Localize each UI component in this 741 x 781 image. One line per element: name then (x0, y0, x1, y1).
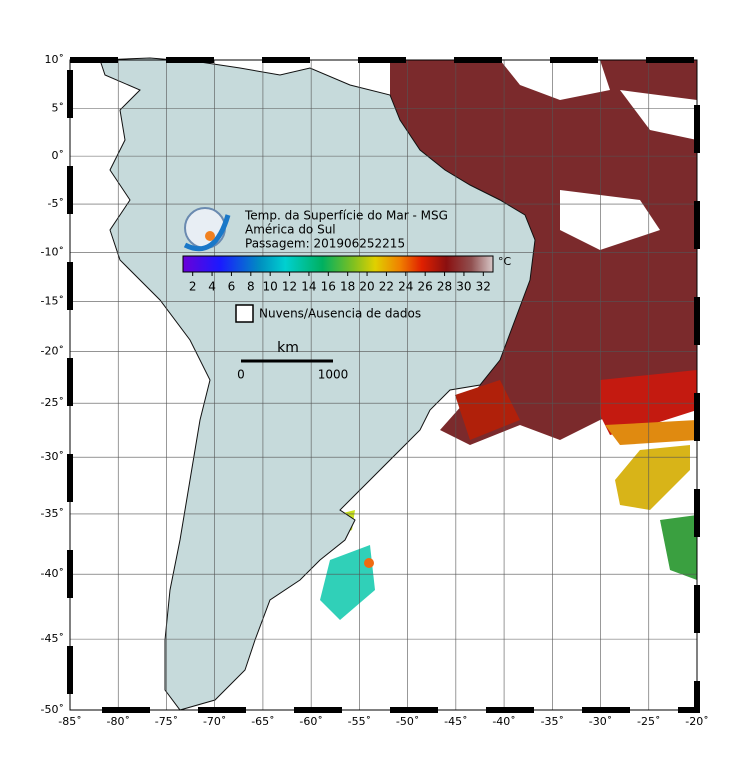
latitude-label: -35˚ (41, 507, 64, 520)
longitude-label: -60˚ (299, 715, 322, 728)
latitude-label: 10˚ (45, 53, 65, 66)
scale-unit: km (277, 340, 299, 356)
latitude-label: -25˚ (41, 396, 64, 409)
colorbar-label: 18 (340, 280, 355, 294)
latitude-label: -50˚ (41, 703, 64, 716)
longitude-label: -70˚ (203, 715, 226, 728)
latitude-label: -45˚ (41, 632, 64, 645)
longitude-label: -55˚ (348, 715, 371, 728)
latitude-label: -15˚ (41, 294, 64, 307)
latitude-label: -40˚ (41, 567, 64, 580)
longitude-label: -30˚ (589, 715, 612, 728)
sst-orange (605, 420, 697, 445)
colorbar-label: 30 (456, 280, 471, 294)
latitude-label: -30˚ (41, 450, 64, 463)
colorbar-label: 20 (359, 280, 374, 294)
longitude-label: -75˚ (155, 715, 178, 728)
colorbar-label: 26 (418, 280, 433, 294)
colorbar-label: 12 (282, 280, 297, 294)
longitude-label: -20˚ (685, 715, 708, 728)
map-border (69, 59, 698, 711)
colorbar-label: 28 (437, 280, 452, 294)
colorbar (182, 255, 494, 273)
inpe-logo (183, 207, 231, 252)
longitude-label: -50˚ (396, 715, 419, 728)
colorbar-label: 2 (189, 280, 197, 294)
colorbar-label: 10 (263, 280, 278, 294)
scale-start: 0 (237, 368, 245, 382)
colorbar-label: 16 (321, 280, 336, 294)
colorbar-label: 6 (228, 280, 236, 294)
longitude-label: -40˚ (492, 715, 515, 728)
colorbar-label: 8 (247, 280, 255, 294)
title-line: América do Sul (245, 223, 336, 237)
sst-orange (364, 558, 374, 568)
sst-cyan (320, 545, 375, 620)
cloud-gap (620, 90, 697, 140)
colorbar-label: 4 (208, 280, 216, 294)
longitude-label: -80˚ (106, 715, 129, 728)
latitude-label: -10˚ (41, 245, 64, 258)
latitude-label: -5˚ (48, 197, 64, 210)
longitude-label: -25˚ (637, 715, 660, 728)
longitude-label: -45˚ (444, 715, 467, 728)
title-line: Passagem: 201906252215 (245, 237, 405, 251)
colorbar-label: 22 (379, 280, 394, 294)
colorbar-label: 14 (301, 280, 316, 294)
longitude-label: -35˚ (541, 715, 564, 728)
colorbar-unit: °C (498, 255, 512, 268)
sst-red (455, 380, 520, 440)
cloud-gap (500, 60, 610, 100)
scale-end: 1000 (318, 368, 349, 382)
latitude-label: -20˚ (41, 344, 64, 357)
sst-green (660, 515, 697, 580)
colorbar-label: 32 (476, 280, 491, 294)
longitude-label: -85˚ (58, 715, 81, 728)
latitude-label: 5˚ (52, 101, 65, 114)
legend-swatch (235, 304, 254, 323)
longitude-label: -65˚ (251, 715, 274, 728)
legend-label: Nuvens/Ausencia de dados (259, 307, 421, 321)
cloud-gap (560, 190, 660, 250)
colorbar-label: 24 (398, 280, 413, 294)
latitude-label: 0˚ (52, 149, 65, 162)
sst-yellow (615, 445, 690, 510)
title-line: Temp. da Superfície do Mar - MSG (244, 209, 448, 223)
